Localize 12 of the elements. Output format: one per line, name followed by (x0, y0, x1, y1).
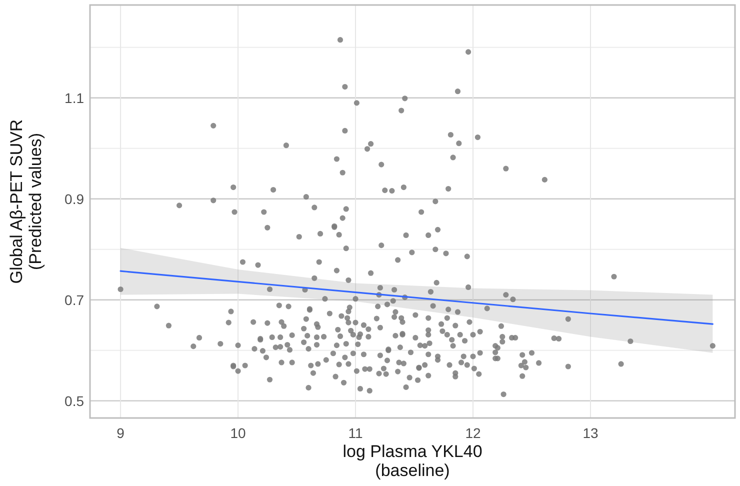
x-tick-label: 13 (582, 425, 598, 441)
y-tick-label: 0.7 (64, 292, 84, 308)
x-tick-label: 10 (230, 425, 246, 441)
x-tick-label: 9 (116, 425, 125, 441)
x-tick-label: 11 (348, 425, 363, 441)
x-axis-title: log Plasma YKL40 (baseline) (342, 442, 482, 480)
y-tick-label: 0.9 (64, 190, 84, 207)
y-axis-title: Global Aβ-PET SUVR (Predicted values) (7, 119, 45, 284)
x-tick-label: 12 (465, 425, 482, 441)
y-tick-label: 0.5 (64, 392, 84, 409)
line-series (120, 270, 714, 325)
y-tick-label: 1.1 (64, 90, 84, 106)
